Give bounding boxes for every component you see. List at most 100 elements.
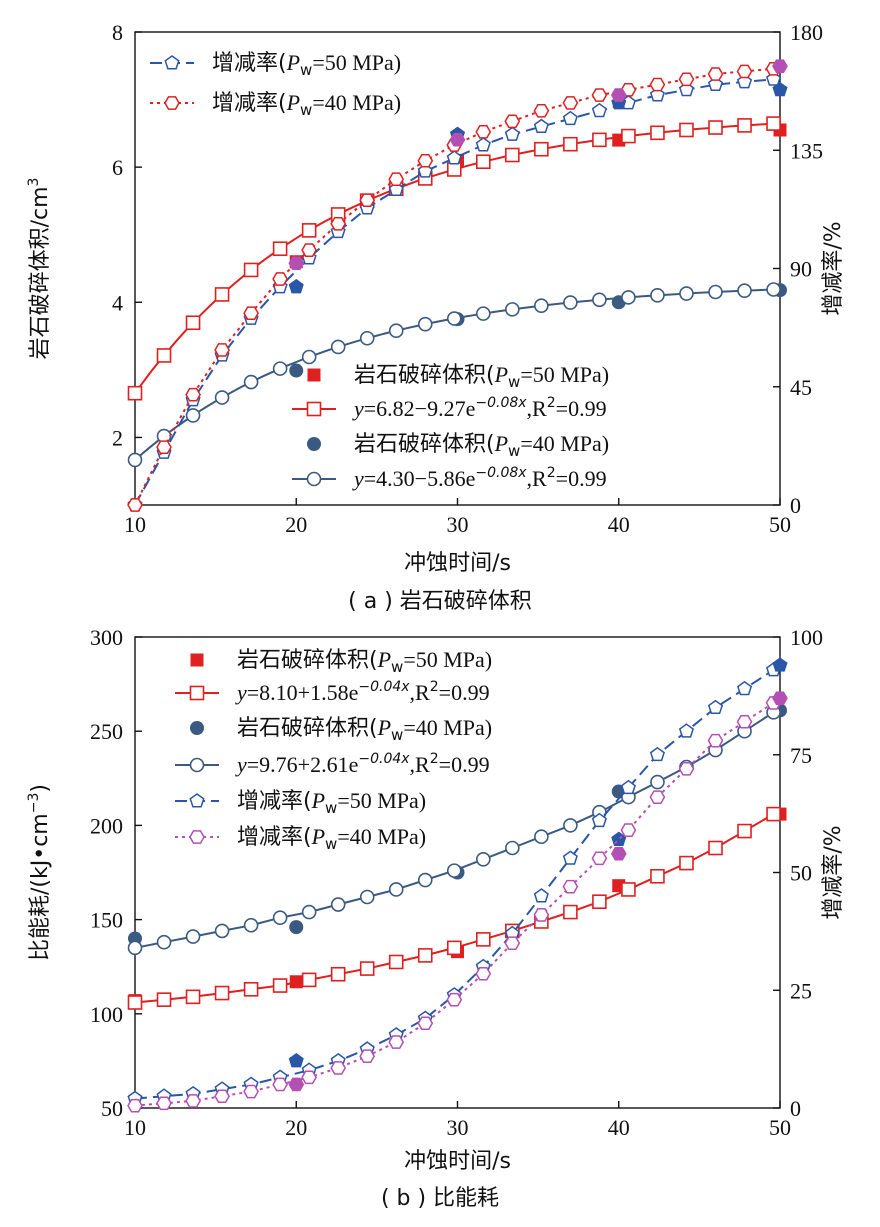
legend-symbol: P: [377, 715, 391, 740]
x-tick-label: 50: [769, 1115, 791, 1140]
fit-marker: [388, 323, 404, 338]
series-marker: [214, 985, 230, 1001]
series-3: [127, 705, 781, 956]
legend-superscript2: 2: [430, 679, 439, 695]
series-marker: [214, 343, 230, 357]
series-marker: [301, 1070, 317, 1085]
legend-tail: =6.82−9.27e: [364, 396, 476, 421]
legend-tail: =40 MPa): [520, 431, 609, 456]
legend-symbol: P: [377, 647, 391, 672]
series-marker: [737, 680, 753, 696]
rate-point: [288, 1077, 305, 1092]
series-marker: [301, 904, 317, 920]
legend-label: 岩石破碎体积(Pw=40 MPa): [354, 431, 609, 460]
x-tick-label: 50: [769, 512, 791, 537]
legend-tail: =50 MPa): [337, 788, 426, 813]
series-marker: [678, 762, 695, 776]
series-marker: [708, 840, 723, 856]
data-point: [289, 920, 304, 935]
legend-symbol: y: [235, 680, 247, 705]
legend-label: 增减率(Pw=40 MPa): [212, 90, 401, 119]
fit-marker: [446, 311, 462, 326]
y-right-tick-label: 90: [790, 257, 812, 282]
series-marker: [591, 102, 607, 118]
series-marker: [446, 992, 463, 1007]
x-tick-label: 40: [608, 512, 630, 537]
fit-marker: [766, 116, 781, 131]
series-marker: [591, 851, 608, 866]
legend-marker: [189, 685, 205, 701]
fit-marker: [563, 136, 578, 152]
series-marker: [475, 137, 491, 152]
fit-marker: [417, 316, 433, 332]
series-marker: [533, 888, 549, 903]
fit-marker: [737, 283, 752, 298]
series-marker: [533, 908, 550, 922]
x-tick-label: 10: [124, 1115, 146, 1140]
series-marker: [214, 923, 230, 939]
legend-text: 增减率(: [237, 825, 312, 850]
legend-subscript: w: [300, 61, 312, 79]
series-marker: [475, 966, 492, 981]
legend-tail: =50 MPa): [520, 362, 609, 387]
series-marker: [417, 872, 433, 888]
series-marker: [766, 806, 781, 822]
fit-marker: [621, 290, 636, 305]
fit-marker: [475, 154, 491, 170]
legend-text: 岩石破碎体积(: [354, 432, 495, 457]
series-marker: [650, 774, 665, 790]
series-marker: [621, 882, 636, 897]
series-marker: [562, 850, 578, 865]
series-marker: [359, 889, 375, 905]
series-marker: [562, 879, 579, 894]
series-marker: [591, 812, 607, 828]
x-tick-label: 20: [285, 512, 307, 537]
legend-superscript: −0.04x: [358, 679, 410, 695]
legend-symbol: P: [494, 431, 508, 456]
series-marker: [243, 917, 259, 933]
fit-marker: [446, 162, 462, 177]
y-axis-label-sup: 3: [26, 178, 42, 187]
rate-point: [772, 59, 788, 73]
series-marker: [330, 966, 346, 982]
series-marker: [272, 978, 288, 993]
legend-text: 增减率(: [237, 789, 312, 814]
x-axis-label: 冲蚀时间/s: [404, 551, 511, 576]
y-right-tick-label: 50: [790, 861, 812, 886]
series-marker: [707, 733, 724, 748]
chart-b: 10 20 30 40 50 50 100 150 200 250 300 0 25 50 75 100 冲蚀时…: [26, 625, 846, 1211]
series-marker: [185, 929, 201, 944]
fit-marker: [127, 452, 143, 468]
y-right-tick-label: 100: [790, 625, 823, 650]
legend-tail3: =0.99: [556, 396, 607, 421]
series-marker: [127, 1098, 143, 1113]
series-marker: [388, 882, 404, 897]
rate-point: [772, 657, 788, 672]
series-marker: [620, 779, 636, 795]
series-marker: [243, 982, 259, 997]
legend-text: 岩石破碎体积(: [237, 648, 378, 673]
series-marker: [504, 114, 521, 129]
series-1: [127, 806, 781, 1010]
series-marker: [649, 77, 666, 92]
series-marker: [214, 1089, 230, 1104]
fit-marker: [330, 339, 346, 355]
legend-superscript2: 2: [547, 395, 556, 411]
fit-marker: [534, 298, 549, 314]
legend-label: y=6.82−9.27e−0.08x,R2=0.99: [352, 395, 607, 421]
y-right-tick-label: 180: [790, 20, 823, 45]
y-tick-label: 100: [90, 1002, 123, 1027]
legend-tail2: ,R: [410, 752, 431, 777]
fit-marker: [679, 286, 694, 301]
legend-symbol: P: [494, 362, 508, 387]
fit-marker: [272, 361, 288, 376]
series-marker: [156, 440, 172, 455]
legend-tail: =40 MPa): [312, 90, 401, 115]
y-tick-label: 2: [112, 425, 123, 450]
y-tick-label: 250: [90, 719, 123, 744]
legend-symbol: P: [286, 50, 300, 75]
series-marker: [417, 153, 434, 168]
legend-label: 岩石破碎体积(Pw=50 MPa): [354, 362, 609, 391]
legend-bottom: 岩石破碎体积(Pw=50 MPa) y=6.82−9.27e−0.08x,R2=0…: [292, 362, 609, 491]
legend-tail: =50 MPa): [312, 50, 401, 75]
